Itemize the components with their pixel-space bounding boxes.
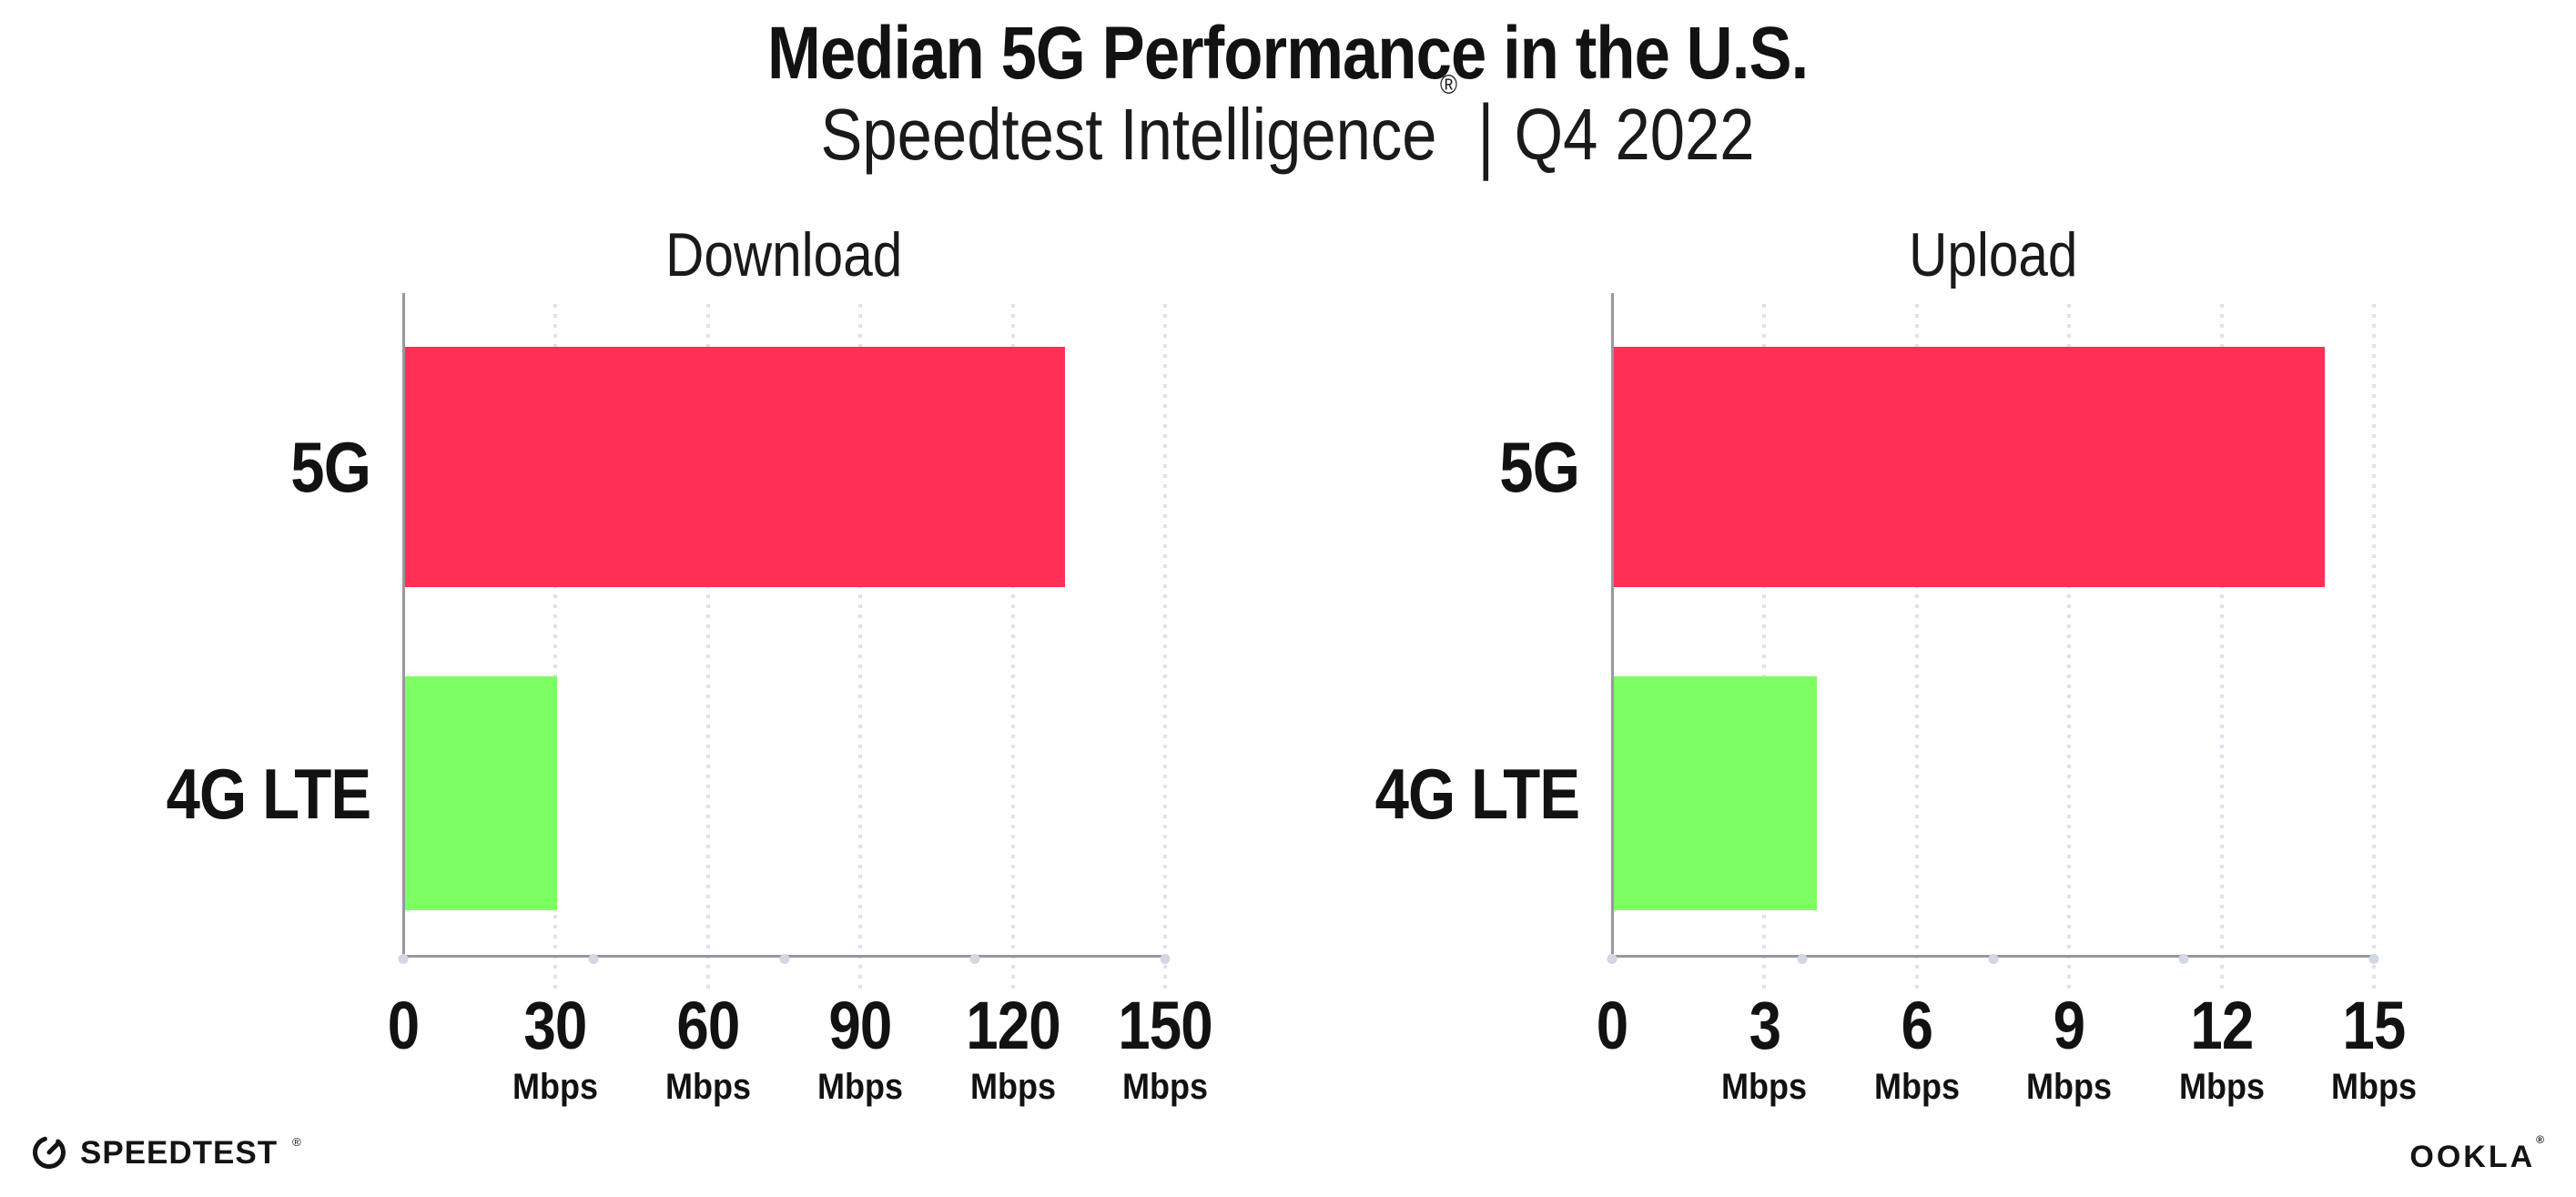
- speedtest-logo: SPEEDTEST ®: [31, 1134, 301, 1171]
- ookla-logo-text: OOKLA: [2409, 1140, 2536, 1174]
- ookla-logo: OOKLA®: [2409, 1134, 2547, 1174]
- chart-title-text: Upload: [1908, 220, 2078, 289]
- tick-unit: Mbps: [512, 1067, 599, 1107]
- axis-tick-dot: [969, 953, 980, 964]
- subtitle-product: Speedtest Intelligence: [820, 94, 1438, 175]
- tick-label-inner: 9 Mbps: [2022, 988, 2116, 1107]
- axis-tick-dot: [2368, 953, 2379, 964]
- gridline-90: [858, 304, 863, 989]
- tick-value: 15: [2342, 988, 2406, 1063]
- tick-unit: Mbps: [2331, 1067, 2417, 1107]
- tick-unit: Mbps: [1873, 1067, 1960, 1107]
- subtitle-separator: |: [1477, 87, 1495, 181]
- tick-unit: Mbps: [1721, 1067, 1808, 1107]
- tick-unit: Mbps: [664, 1067, 751, 1107]
- tick-value: 30: [523, 988, 588, 1063]
- tick-value: 120: [965, 988, 1060, 1063]
- bar-4g-lte-upload: [1614, 676, 1818, 910]
- tick-label-inner: 60 Mbps: [661, 988, 756, 1107]
- tick-value: 9: [2053, 988, 2085, 1063]
- speedtest-registered-mark-icon: ®: [292, 1134, 301, 1149]
- y-axis: [1611, 293, 1614, 958]
- axis-tick-dot: [398, 953, 409, 964]
- tick-label-inner: 120 Mbps: [958, 988, 1067, 1107]
- chart-title-download: Download: [403, 224, 1165, 286]
- ookla-registered-mark-icon: ®: [2536, 1132, 2547, 1146]
- tick-label-inner: 3 Mbps: [1717, 988, 1811, 1107]
- gridline-15: [2372, 304, 2376, 989]
- tick-unit: Mbps: [969, 1067, 1056, 1107]
- plot-area-download: 5G 4G LTE 0 30 Mbps 60 Mbps 90 Mbps 120 Mbps 150 Mbp…: [166, 293, 1213, 1105]
- tick-unit: Mbps: [2178, 1067, 2265, 1107]
- axis-tick-dot: [2178, 953, 2189, 964]
- tick-label-inner: 12 Mbps: [2174, 988, 2268, 1107]
- category-label-5g: 5G: [1235, 431, 1580, 538]
- chart-download: Download 5G 4G LTE 0 30 Mbps 60 Mbps 90 Mbps 120 Mb…: [166, 224, 1213, 1105]
- category-label-text: 4G LTE: [1374, 753, 1580, 834]
- category-label-text: 4G LTE: [166, 753, 371, 834]
- tick-value: 150: [1118, 988, 1212, 1063]
- tick-value: 6: [1901, 988, 1933, 1063]
- y-axis: [402, 293, 405, 958]
- subtitle-period: Q4 2022: [1515, 94, 1756, 175]
- tick-value: 12: [2190, 988, 2254, 1063]
- page-title: Median 5G Performance in the U.S.: [0, 16, 2576, 91]
- category-label-text: 5G: [1499, 427, 1580, 507]
- tick-value: 0: [387, 988, 420, 1063]
- tick-label-inner: 30 Mbps: [508, 988, 603, 1107]
- axis-tick-dot: [588, 953, 599, 964]
- gridline-150: [1163, 304, 1167, 989]
- axis-tick-dot: [1160, 953, 1171, 964]
- plot-area-upload: 5G 4G LTE 0 3 Mbps 6 Mbps 9 Mbps 12 Mbps 15 Mbps: [1374, 293, 2417, 1105]
- gridline-3: [1762, 304, 1767, 989]
- tick-label-inner: 0: [1594, 992, 1630, 1060]
- tick-label-inner: 15 Mbps: [2327, 988, 2421, 1107]
- category-label-4g-lte: 4G LTE: [1235, 758, 1580, 865]
- tick-value: 3: [1749, 988, 1780, 1063]
- chart-title-text: Download: [665, 220, 903, 289]
- tick-label-inner: 6 Mbps: [1870, 988, 1964, 1107]
- gridline-60: [705, 304, 710, 989]
- page-subtitle-text: Speedtest Intelligence®| Q4 2022: [821, 72, 1755, 177]
- axis-tick-dot: [779, 953, 789, 964]
- page-title-text: Median 5G Performance in the U.S.: [767, 12, 1809, 95]
- bar-5g-download: [405, 347, 1066, 587]
- gridline-6: [1914, 304, 1919, 989]
- tick-label-inner: 90 Mbps: [813, 988, 908, 1107]
- gridline-120: [1010, 304, 1015, 989]
- category-label-4g-lte: 4G LTE: [26, 758, 371, 865]
- axis-tick-dot: [1607, 953, 1618, 964]
- bar-5g-upload: [1614, 347, 2326, 587]
- page-subtitle: Speedtest Intelligence®| Q4 2022: [0, 72, 2576, 177]
- tick-value: 90: [828, 988, 893, 1063]
- registered-mark-icon: ®: [1440, 70, 1458, 101]
- axis-tick-dot: [1988, 953, 1998, 964]
- bar-4g-lte-download: [405, 676, 558, 910]
- tick-label-inner: 150 Mbps: [1111, 988, 1220, 1107]
- gridline-12: [2219, 304, 2224, 989]
- gridline-9: [2067, 304, 2072, 989]
- tick-value: 0: [1596, 988, 1628, 1063]
- category-label-5g: 5G: [26, 431, 371, 538]
- tick-value: 60: [676, 988, 740, 1063]
- tick-label-inner: 0: [385, 992, 421, 1060]
- axis-tick-dot: [1797, 953, 1808, 964]
- category-label-text: 5G: [290, 427, 371, 507]
- tick-unit: Mbps: [1122, 1067, 1208, 1107]
- tick-unit: Mbps: [2026, 1067, 2113, 1107]
- chart-title-upload: Upload: [1612, 224, 2374, 286]
- chart-upload: Upload 5G 4G LTE 0 3 Mbps 6 Mbps 9 Mbps 12 Mbps 15 Mb…: [1374, 224, 2417, 1105]
- gridline-30: [553, 304, 558, 989]
- tick-unit: Mbps: [817, 1067, 904, 1107]
- speedtest-logo-text: SPEEDTEST: [80, 1134, 279, 1171]
- speedtest-gauge-icon: [33, 1136, 66, 1169]
